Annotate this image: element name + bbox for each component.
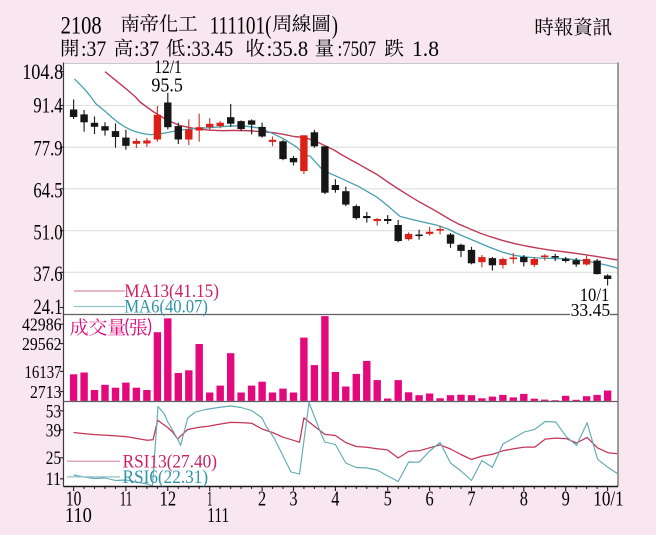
svg-text:5: 5 <box>384 487 392 510</box>
svg-text:95.5: 95.5 <box>151 74 183 96</box>
svg-text:64.5: 64.5 <box>33 177 62 202</box>
svg-text:51.0: 51.0 <box>33 220 62 245</box>
svg-text:2: 2 <box>258 487 266 510</box>
svg-text:91.4: 91.4 <box>33 93 62 118</box>
svg-text:10/1: 10/1 <box>593 487 624 510</box>
svg-text:33.45: 33.45 <box>571 300 611 320</box>
svg-text:11: 11 <box>120 487 133 510</box>
svg-text:42986: 42986 <box>22 315 62 335</box>
svg-text:29562: 29562 <box>22 334 62 354</box>
svg-text:2108: 2108 <box>61 10 102 39</box>
svg-text:10/1: 10/1 <box>580 285 610 306</box>
svg-text:16137: 16137 <box>25 362 62 382</box>
svg-text:77.9: 77.9 <box>33 135 62 160</box>
svg-text:12/1: 12/1 <box>154 57 182 78</box>
svg-text:1.8: 1.8 <box>412 36 439 61</box>
svg-text:7: 7 <box>467 487 475 510</box>
svg-text::35.8: :35.8 <box>267 36 309 61</box>
svg-text:110: 110 <box>65 504 92 527</box>
svg-text:): ) <box>332 10 338 39</box>
svg-text:RSI6(22.31): RSI6(22.31) <box>123 467 209 488</box>
svg-text:53: 53 <box>46 401 61 422</box>
svg-text::33.45: :33.45 <box>186 36 233 61</box>
svg-text:MA13(41.15): MA13(41.15) <box>124 281 218 302</box>
svg-text:MA6(40.07): MA6(40.07) <box>124 297 207 318</box>
svg-text:11: 11 <box>46 469 61 490</box>
svg-text:39: 39 <box>46 420 61 441</box>
svg-text:6: 6 <box>425 487 433 510</box>
svg-text::7507: :7507 <box>338 36 377 61</box>
svg-text:RSI13(27.40): RSI13(27.40) <box>123 451 217 472</box>
svg-text:25: 25 <box>46 448 61 469</box>
svg-text:4: 4 <box>331 487 340 510</box>
svg-text:12: 12 <box>160 487 177 510</box>
svg-text:1: 1 <box>207 487 213 510</box>
svg-text:8: 8 <box>520 487 528 510</box>
svg-text:37.6: 37.6 <box>33 261 62 286</box>
svg-text:3: 3 <box>289 487 297 510</box>
svg-text:10: 10 <box>66 487 82 510</box>
svg-text:9: 9 <box>562 487 570 510</box>
svg-text:111101(: 111101( <box>210 10 272 39</box>
svg-text:24.1: 24.1 <box>33 294 62 319</box>
svg-text:104.8: 104.8 <box>22 59 63 84</box>
svg-text:2713: 2713 <box>30 382 62 402</box>
svg-text:111: 111 <box>207 504 229 527</box>
svg-text::37: :37 <box>81 36 106 61</box>
svg-text::37: :37 <box>134 36 159 61</box>
